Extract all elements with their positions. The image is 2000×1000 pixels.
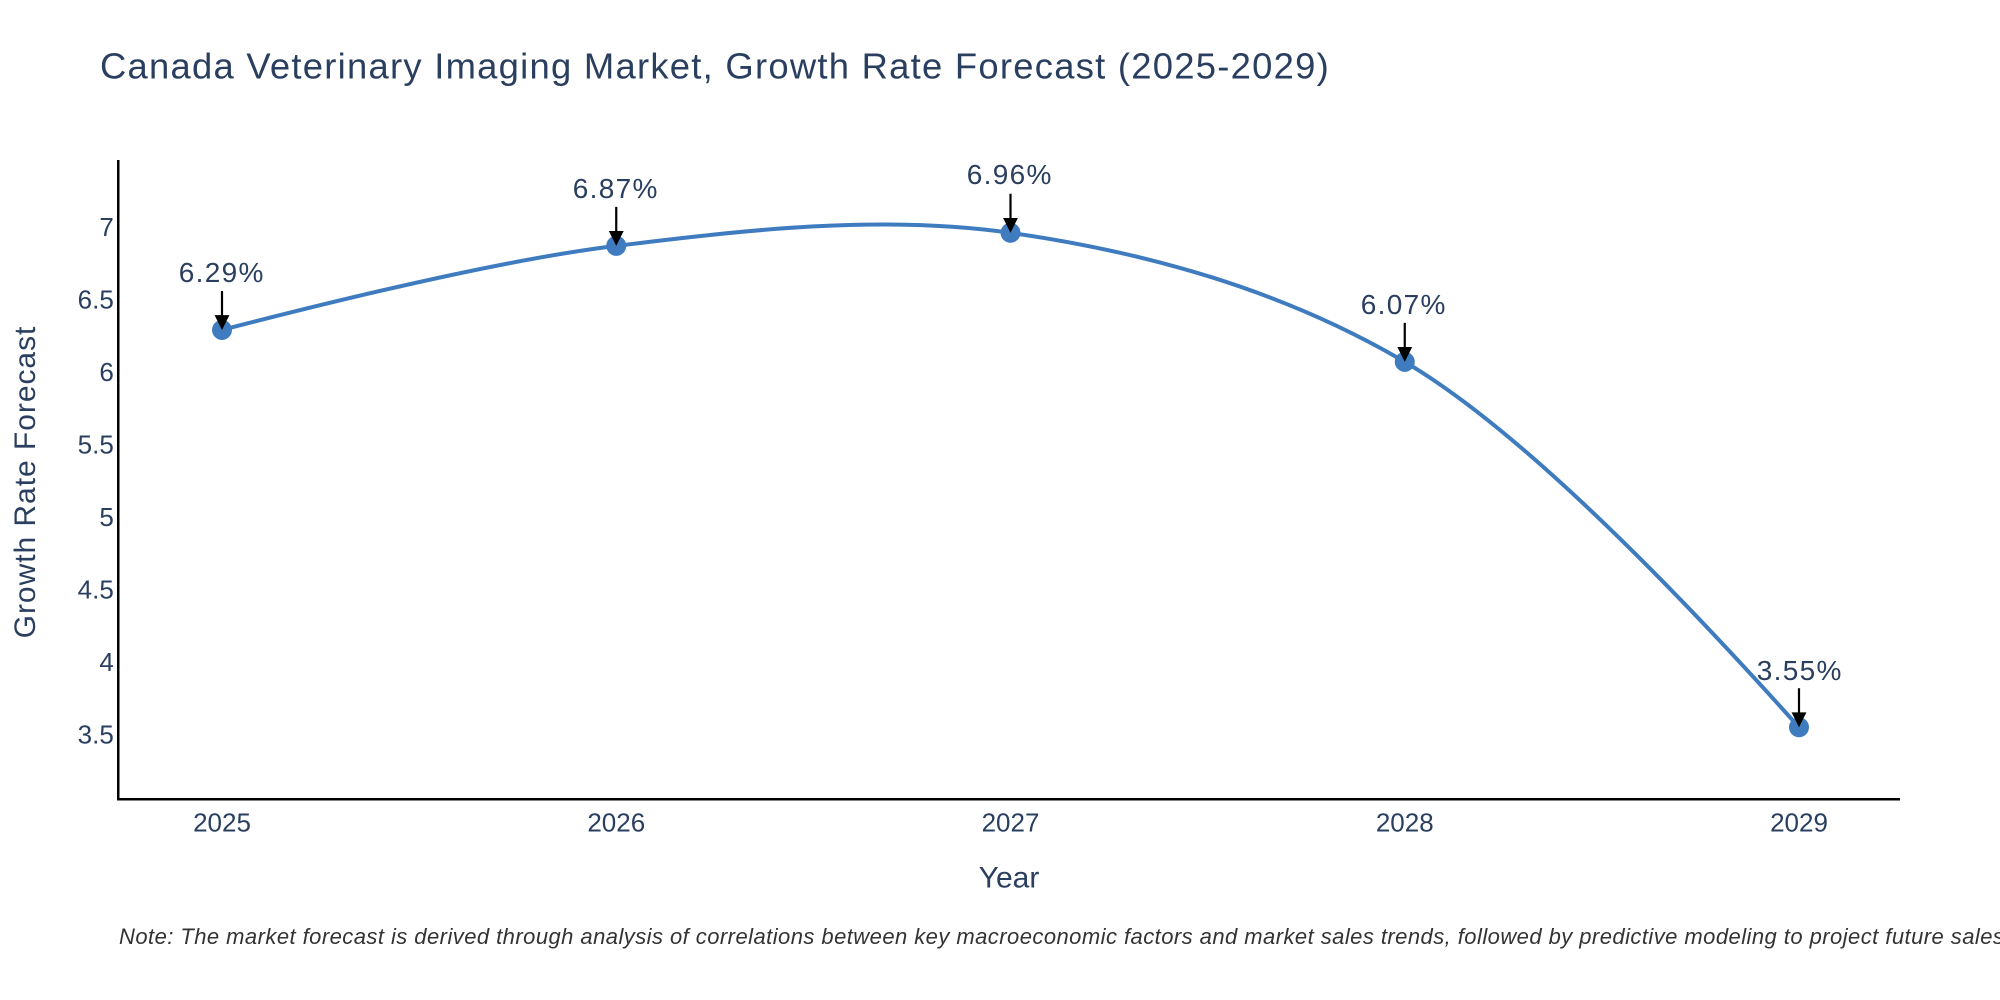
svg-text:2028: 2028 [1376,808,1434,838]
svg-text:6.96%: 6.96% [967,159,1053,190]
svg-text:2029: 2029 [1770,808,1828,838]
svg-text:6.07%: 6.07% [1361,289,1447,320]
svg-text:7: 7 [99,212,113,242]
svg-text:5: 5 [99,502,113,532]
svg-text:6: 6 [99,357,113,387]
svg-text:3.55%: 3.55% [1757,655,1843,686]
svg-text:3.5: 3.5 [78,720,114,750]
svg-text:6.5: 6.5 [78,285,114,315]
svg-text:Growth Rate Forecast: Growth Rate Forecast [9,326,42,639]
svg-text:Note: The market forecast is d: Note: The market forecast is derived thr… [119,924,2000,949]
svg-text:2027: 2027 [982,808,1040,838]
svg-text:Canada Veterinary Imaging Mark: Canada Veterinary Imaging Market, Growth… [100,46,1330,87]
svg-text:2026: 2026 [587,808,645,838]
svg-text:6.29%: 6.29% [179,257,265,288]
svg-text:2025: 2025 [193,808,251,838]
svg-text:Year: Year [979,861,1040,894]
svg-text:5.5: 5.5 [78,430,114,460]
svg-text:4.5: 4.5 [78,575,114,605]
svg-text:4: 4 [99,647,113,677]
svg-text:6.87%: 6.87% [573,173,659,204]
